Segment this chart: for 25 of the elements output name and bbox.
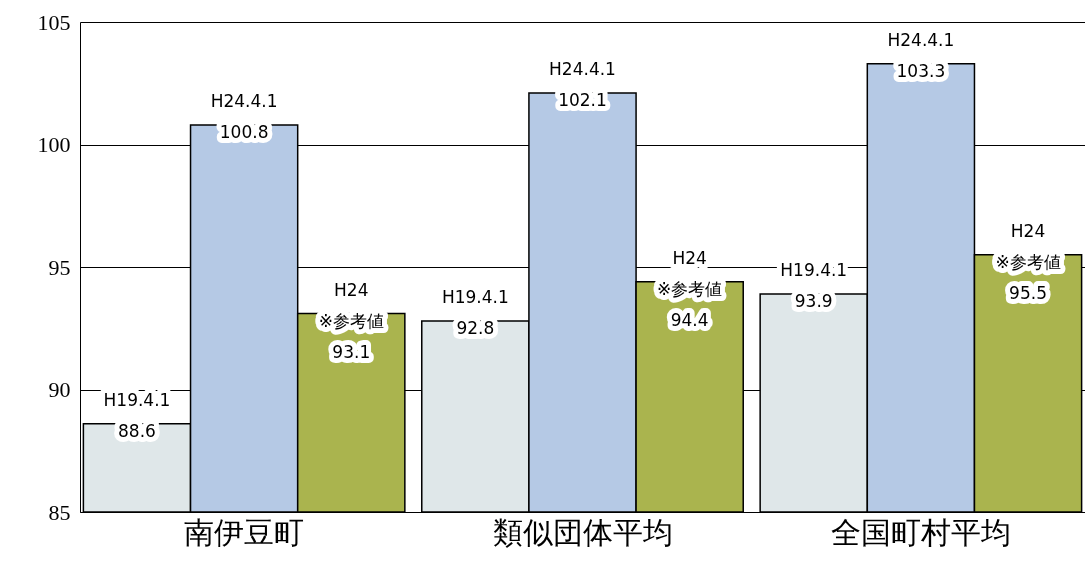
x-tick-label: 全国町村平均 <box>830 514 1011 550</box>
data-label: 93.9 <box>794 290 833 311</box>
series-label: H24 ※参考値 <box>318 279 384 331</box>
series-label: H19.4.1 <box>103 389 171 410</box>
y-tick-label: 100 <box>37 132 71 157</box>
data-label: 93.1 <box>332 341 371 362</box>
data-label: 88.6 <box>118 420 156 441</box>
data-label: 92.8 <box>456 317 495 338</box>
data-label: 103.3 <box>896 60 946 81</box>
data-label: 94.4 <box>670 309 709 330</box>
y-tick-label: 105 <box>37 9 71 35</box>
y-tick-label: 85 <box>48 499 71 525</box>
text: H24 ※参考値 <box>657 247 723 299</box>
series-label: H24.4.1 <box>210 90 278 111</box>
x-tick-label: 南伊豆町 <box>184 514 305 550</box>
data-label: 102.1 <box>558 90 607 111</box>
text: H24.4.1 <box>549 59 616 80</box>
x-tick-label: 類似団体平均 <box>492 514 673 550</box>
y-tick-label: 95 <box>48 254 71 280</box>
text: H19.4.1 <box>441 286 509 307</box>
data-label: 100.8 <box>219 121 269 142</box>
data-label: 95.5 <box>1009 282 1047 303</box>
text: H24 ※参考値 <box>995 220 1061 272</box>
y-tick-label: 90 <box>48 377 71 402</box>
text: H24.4.1 <box>887 29 955 50</box>
